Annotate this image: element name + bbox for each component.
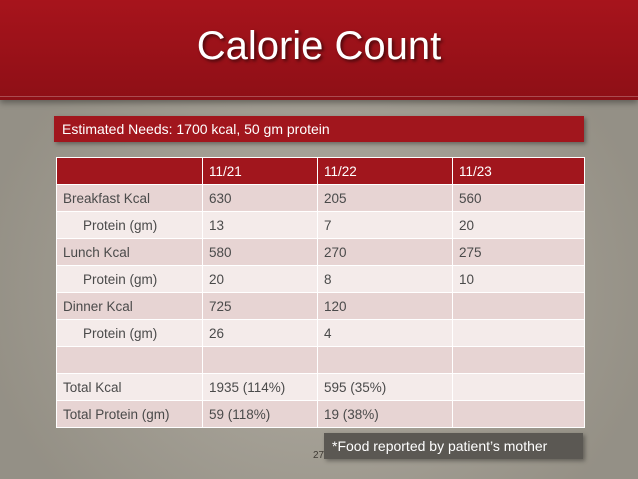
header-cell-date: 11/21 <box>202 157 318 185</box>
table-cell: 13 <box>202 211 318 239</box>
table-header-row: 11/21 11/22 11/23 <box>56 157 585 185</box>
table-row: Lunch Kcal 580 270 275 <box>56 238 585 266</box>
table-cell: 270 <box>317 238 453 266</box>
table-cell: 580 <box>202 238 318 266</box>
table-cell: 725 <box>202 292 318 320</box>
table-row: Protein (gm) 26 4 <box>56 319 585 347</box>
title-rule <box>0 96 638 97</box>
estimated-needs-bar: Estimated Needs: 1700 kcal, 50 gm protei… <box>54 116 584 142</box>
table-row: Total Protein (gm) 59 (118%) 19 (38%) <box>56 400 585 428</box>
table-cell: 7 <box>317 211 453 239</box>
title-band: Calorie Count <box>0 0 638 100</box>
row-label: Lunch Kcal <box>56 238 203 266</box>
row-label: Protein (gm) <box>56 211 203 239</box>
calorie-table: 11/21 11/22 11/23 Breakfast Kcal 630 205… <box>56 157 585 428</box>
table-row: Protein (gm) 13 7 20 <box>56 211 585 239</box>
table-cell: 630 <box>202 184 318 212</box>
row-label: Total Kcal <box>56 373 203 401</box>
slide-number: 27 <box>313 450 325 461</box>
table-cell: 20 <box>452 211 585 239</box>
table-cell <box>452 373 585 401</box>
table-cell: 120 <box>317 292 453 320</box>
table-cell <box>317 346 453 374</box>
slide-title: Calorie Count <box>196 24 442 68</box>
table-cell: 205 <box>317 184 453 212</box>
table-cell: 19 (38%) <box>317 400 453 428</box>
table-row: Breakfast Kcal 630 205 560 <box>56 184 585 212</box>
table-cell: 26 <box>202 319 318 347</box>
table-cell: 275 <box>452 238 585 266</box>
row-label <box>56 346 203 374</box>
table-cell <box>452 400 585 428</box>
table-cell: 59 (118%) <box>202 400 318 428</box>
row-label: Total Protein (gm) <box>56 400 203 428</box>
table-row: Dinner Kcal 725 120 <box>56 292 585 320</box>
header-cell-label <box>56 157 203 185</box>
row-label: Breakfast Kcal <box>56 184 203 212</box>
footnote-box: *Food reported by patient’s mother <box>324 433 583 459</box>
table-cell <box>452 292 585 320</box>
table-cell: 560 <box>452 184 585 212</box>
table-cell: 10 <box>452 265 585 293</box>
row-label: Protein (gm) <box>56 319 203 347</box>
table-row <box>56 346 585 374</box>
table-cell: 20 <box>202 265 318 293</box>
table-cell <box>452 346 585 374</box>
footnote-text: *Food reported by patient’s mother <box>332 438 548 454</box>
row-label: Protein (gm) <box>56 265 203 293</box>
table-cell <box>452 319 585 347</box>
row-label: Dinner Kcal <box>56 292 203 320</box>
table-row: Protein (gm) 20 8 10 <box>56 265 585 293</box>
table-cell: 595 (35%) <box>317 373 453 401</box>
header-cell-date: 11/23 <box>452 157 585 185</box>
table-cell: 1935 (114%) <box>202 373 318 401</box>
table-cell: 8 <box>317 265 453 293</box>
table-row: Total Kcal 1935 (114%) 595 (35%) <box>56 373 585 401</box>
table-cell <box>202 346 318 374</box>
table-cell: 4 <box>317 319 453 347</box>
header-cell-date: 11/22 <box>317 157 453 185</box>
estimated-needs-text: Estimated Needs: 1700 kcal, 50 gm protei… <box>62 121 330 137</box>
